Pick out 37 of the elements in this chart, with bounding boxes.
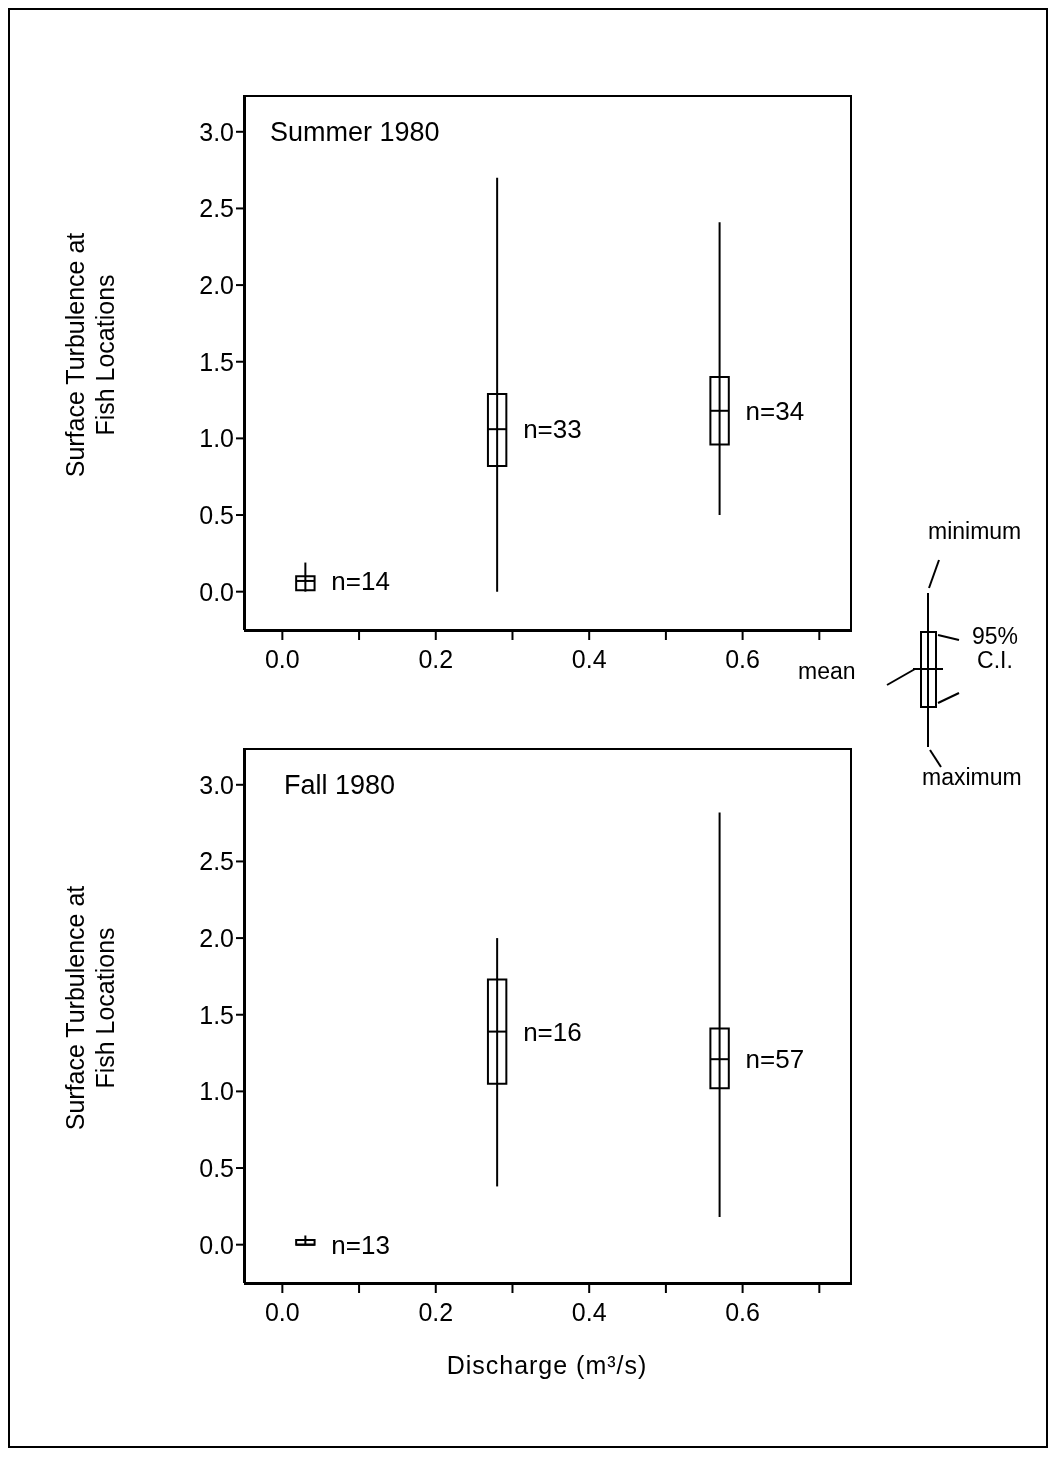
annotation: n=13 — [331, 1229, 390, 1260]
x-tick-label: 0.4 — [571, 644, 607, 673]
x-axis-title: Discharge (m³/s) — [445, 1351, 649, 1380]
y-tick-label: 2.5 — [199, 847, 234, 876]
y-axis-title: Surface Turbulence at Fish Locations — [60, 231, 120, 479]
annotation: n=34 — [745, 395, 805, 426]
y-tick-label: 3.0 — [199, 117, 234, 146]
text: 95% C.I. — [970, 623, 1019, 673]
y-axis-title: Surface Turbulence at Fish Locations — [60, 884, 120, 1132]
text: minimum — [928, 518, 1022, 545]
text: Summer 1980 — [270, 117, 440, 148]
y-tick-label: 0.5 — [199, 1153, 234, 1182]
annotation: n=16 — [523, 1016, 582, 1047]
x-tick-label: 0.2 — [418, 1297, 454, 1326]
text: Fall 1980 — [284, 770, 396, 801]
text: mean — [798, 658, 856, 685]
x-tick-label: 0.2 — [418, 644, 454, 673]
y-tick-label: 2.5 — [199, 194, 234, 223]
annotation: n=14 — [331, 565, 390, 596]
text: maximum — [922, 764, 1022, 791]
y-tick-label: 0.5 — [199, 500, 234, 529]
annotation: n=33 — [523, 414, 582, 445]
y-tick-label: 1.0 — [199, 424, 234, 453]
y-tick-label: 0.0 — [199, 1230, 234, 1259]
x-tick-label: 0.6 — [725, 644, 760, 673]
y-tick-label: 1.0 — [199, 1077, 234, 1106]
y-tick-label: 1.5 — [199, 1000, 234, 1029]
annotation: n=57 — [745, 1044, 805, 1075]
y-tick-label: 0.0 — [199, 577, 234, 606]
x-tick-label: 0.0 — [264, 1297, 300, 1326]
x-tick-label: 0.4 — [571, 1297, 607, 1326]
x-tick-label: 0.6 — [725, 1297, 760, 1326]
y-tick-label: 1.5 — [199, 347, 234, 376]
y-tick-label: 2.0 — [199, 270, 234, 299]
y-tick-label: 2.0 — [199, 923, 234, 952]
y-tick-label: 3.0 — [199, 770, 234, 799]
x-tick-label: 0.0 — [264, 644, 300, 673]
